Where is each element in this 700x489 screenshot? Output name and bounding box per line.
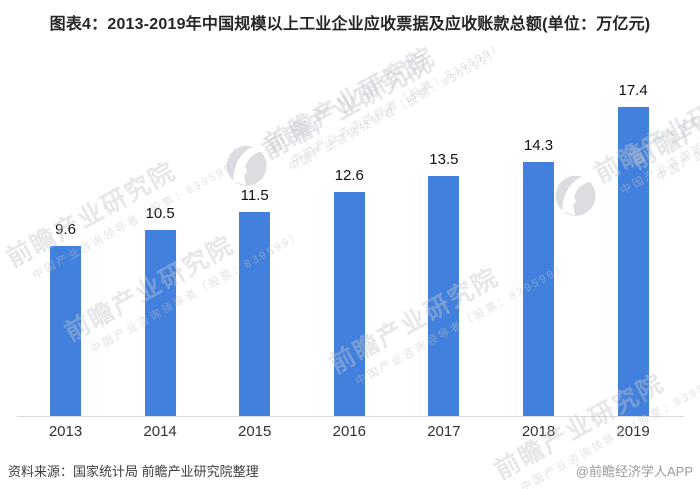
x-axis-label: 2015 bbox=[238, 423, 272, 440]
bar-value-label: 9.6 bbox=[55, 221, 76, 238]
bar-2019 bbox=[617, 107, 649, 416]
bar-value-label: 13.5 bbox=[429, 151, 459, 168]
x-axis-label: 2014 bbox=[143, 423, 177, 440]
x-axis-label: 2017 bbox=[427, 423, 461, 440]
x-axis-label: 2018 bbox=[521, 423, 556, 440]
bar-2015 bbox=[239, 212, 271, 416]
bar-2013 bbox=[50, 246, 81, 416]
bar-value-label: 12.6 bbox=[334, 167, 364, 184]
x-axis-label: 2019 bbox=[616, 423, 650, 440]
x-axis-label: 2016 bbox=[332, 423, 366, 440]
bar-value-label: 17.4 bbox=[618, 82, 648, 99]
source-note: 资料来源：国家统计局 前瞻产业研究院整理 bbox=[8, 464, 259, 479]
x-axis-label: 2013 bbox=[48, 423, 83, 440]
x-axis-line bbox=[17, 416, 684, 417]
bar-2017 bbox=[428, 176, 460, 416]
bar-2014 bbox=[144, 230, 176, 416]
credit-note: @前瞻经济学人APP bbox=[575, 464, 693, 479]
bar-2018 bbox=[523, 162, 554, 416]
bar-2016 bbox=[333, 192, 365, 416]
bar-value-label: 11.5 bbox=[240, 187, 269, 204]
bar-value-label: 10.5 bbox=[145, 205, 175, 222]
chart-title: 图表4：2013-2019年中国规模以上工业企业应收票据及应收账款总额(单位：万… bbox=[49, 16, 651, 33]
bar-value-label: 14.3 bbox=[523, 137, 554, 154]
